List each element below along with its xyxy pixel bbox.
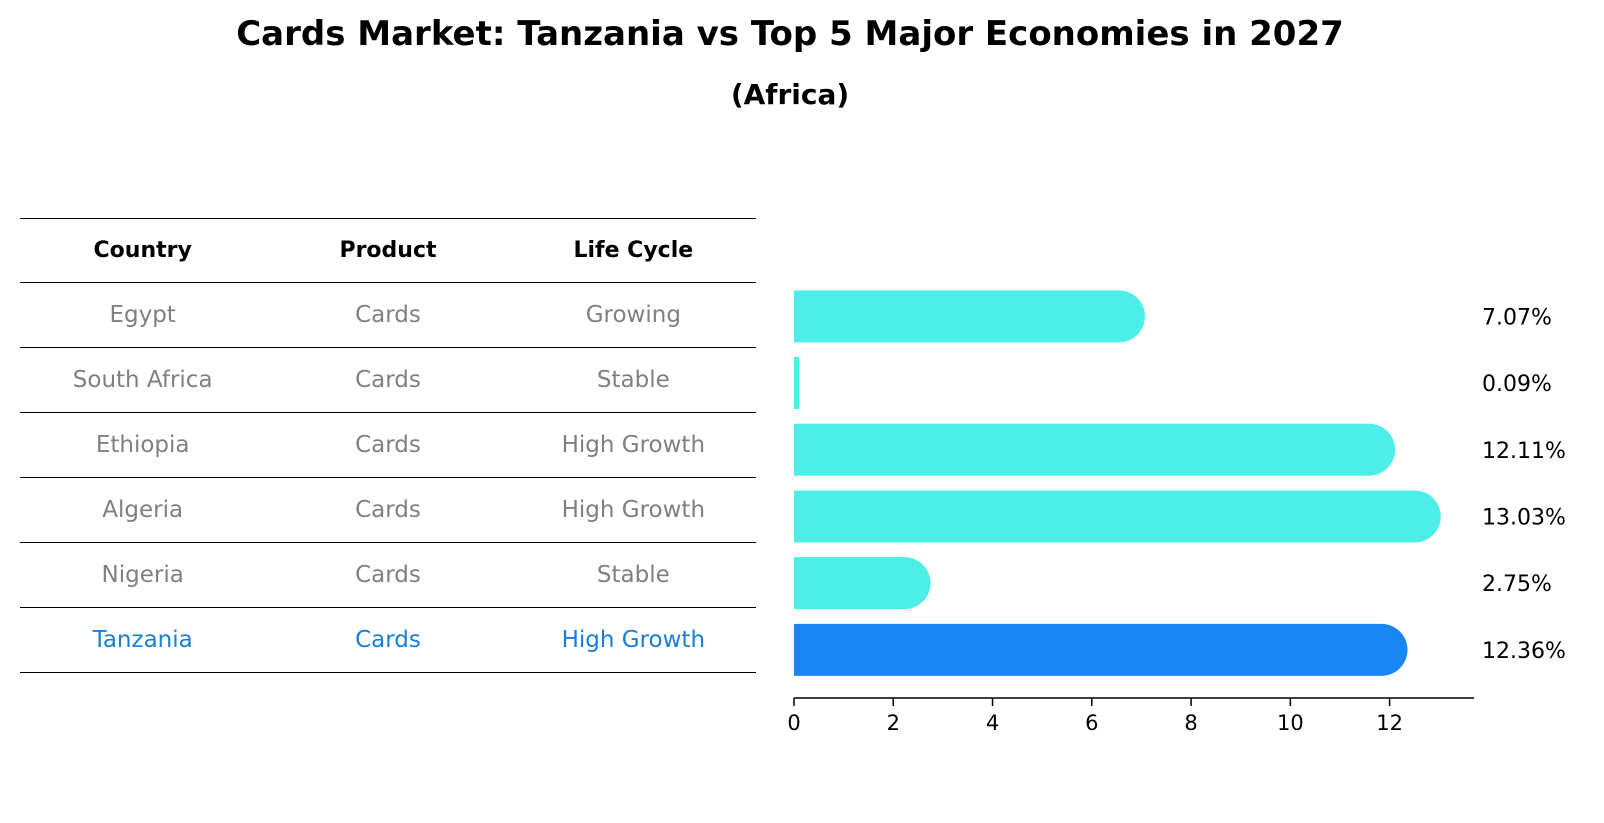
bar-egypt [794,290,1145,343]
x-tick-label: 6 [1085,711,1098,735]
table-row: Egypt Cards Growing [20,283,756,348]
header-life-cycle: Life Cycle [573,238,694,263]
country-cell: Ethiopia [95,432,190,458]
life-cycle-cell: Stable [596,562,670,588]
life-cycle-cell: Stable [596,367,670,393]
bar-tanzania [794,623,1408,676]
product-cell: Cards [355,432,421,458]
header-country: Country [93,238,192,263]
data-table: Country Product Life Cycle Egypt Cards G… [20,218,756,673]
header-product: Product [339,238,437,263]
life-cycle-cell: High Growth [561,497,706,523]
country-cell: Tanzania [92,627,193,653]
product-cell: Cards [355,497,421,523]
product-cell: Cards [355,302,421,328]
x-tick-label: 0 [787,711,800,735]
x-tick-label: 2 [887,711,900,735]
value-label: 12.11% [1482,439,1566,464]
x-tick-label: 10 [1277,711,1304,735]
bar-south-africa [794,357,799,410]
x-tick-label: 12 [1376,711,1403,735]
table-row-highlighted: Tanzania Cards High Growth [20,608,756,673]
table-row: Nigeria Cards Stable [20,543,756,608]
product-cell: Cards [355,367,421,393]
country-cell: Egypt [109,302,176,328]
value-label: 0.09% [1482,372,1552,397]
country-cell: Algeria [102,497,184,523]
value-label: 13.03% [1482,505,1566,530]
x-tick-label: 4 [986,711,999,735]
x-tick-label: 8 [1184,711,1197,735]
table-row: Algeria Cards High Growth [20,478,756,543]
page-subtitle: (Africa) [730,78,850,111]
bar-ethiopia [794,423,1396,476]
product-cell: Cards [355,562,421,588]
country-cell: Nigeria [101,562,184,588]
life-cycle-cell: High Growth [561,627,706,653]
bar-nigeria [794,557,931,610]
table-header-row: Country Product Life Cycle [20,218,756,283]
table-row: Ethiopia Cards High Growth [20,413,756,478]
country-cell: South Africa [72,367,213,393]
product-cell: Cards [355,627,421,653]
bar-algeria [794,490,1441,543]
page-title: Cards Market: Tanzania vs Top 5 Major Ec… [236,14,1344,54]
table-row: South Africa Cards Stable [20,348,756,413]
life-cycle-cell: High Growth [561,432,706,458]
value-label: 7.07% [1482,305,1552,330]
life-cycle-cell: Growing [585,302,681,328]
value-label: 2.75% [1482,572,1552,597]
value-label: 12.36% [1482,639,1566,664]
